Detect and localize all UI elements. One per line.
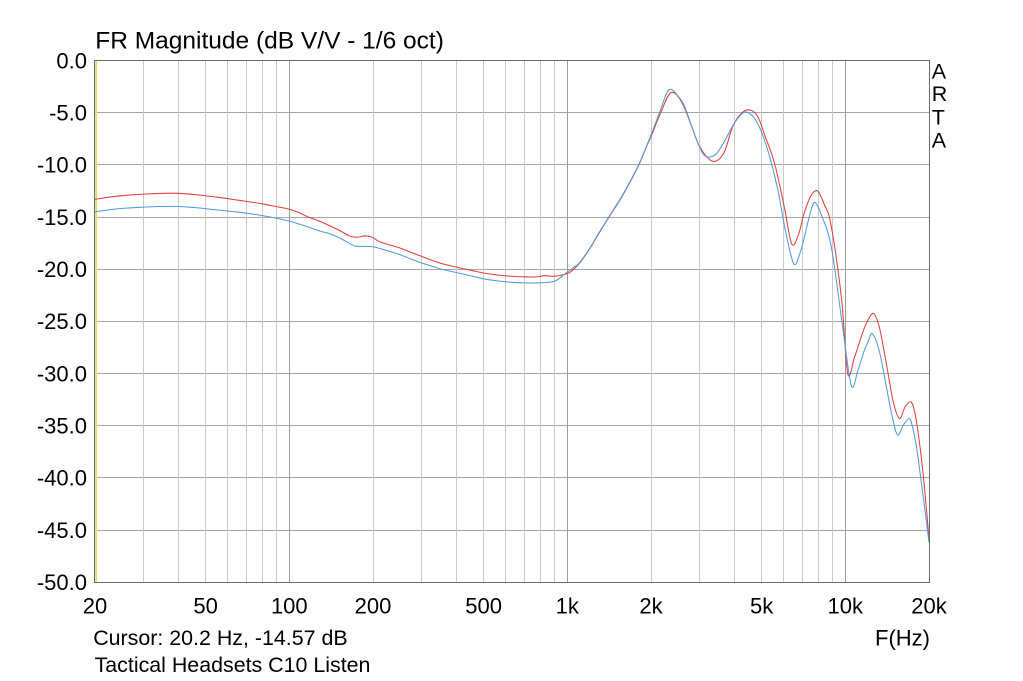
svg-text:-50.0: -50.0 [37, 570, 87, 595]
svg-text:500: 500 [465, 594, 502, 619]
svg-text:10k: 10k [828, 594, 864, 619]
svg-text:200: 200 [355, 594, 392, 619]
svg-text:-45.0: -45.0 [37, 518, 87, 543]
svg-text:FR Magnitude (dB V/V - 1/6 oct: FR Magnitude (dB V/V - 1/6 oct) [95, 28, 444, 55]
svg-text:50: 50 [193, 594, 217, 619]
svg-text:20k: 20k [911, 594, 947, 619]
svg-text:Cursor: 20.2 Hz, -14.57 dB: Cursor: 20.2 Hz, -14.57 dB [93, 626, 347, 650]
svg-text:1k: 1k [556, 594, 580, 619]
svg-text:Tactical Headsets C10 Listen: Tactical Headsets C10 Listen [95, 653, 371, 677]
svg-text:-10.0: -10.0 [37, 153, 87, 178]
svg-text:-30.0: -30.0 [37, 361, 87, 386]
svg-text:A: A [932, 59, 947, 83]
svg-text:-15.0: -15.0 [37, 205, 87, 230]
svg-text:0.0: 0.0 [56, 48, 87, 73]
svg-text:-35.0: -35.0 [37, 414, 87, 439]
svg-text:R: R [932, 82, 948, 106]
svg-text:-20.0: -20.0 [37, 257, 87, 282]
svg-text:5k: 5k [750, 594, 774, 619]
svg-text:T: T [932, 105, 945, 129]
svg-text:-40.0: -40.0 [37, 466, 87, 491]
svg-text:2k: 2k [639, 594, 663, 619]
svg-text:20: 20 [83, 594, 107, 619]
svg-text:A: A [932, 128, 947, 152]
svg-text:F(Hz): F(Hz) [875, 626, 930, 651]
svg-text:-25.0: -25.0 [37, 309, 87, 334]
svg-text:100: 100 [271, 594, 308, 619]
svg-text:-5.0: -5.0 [49, 101, 87, 126]
